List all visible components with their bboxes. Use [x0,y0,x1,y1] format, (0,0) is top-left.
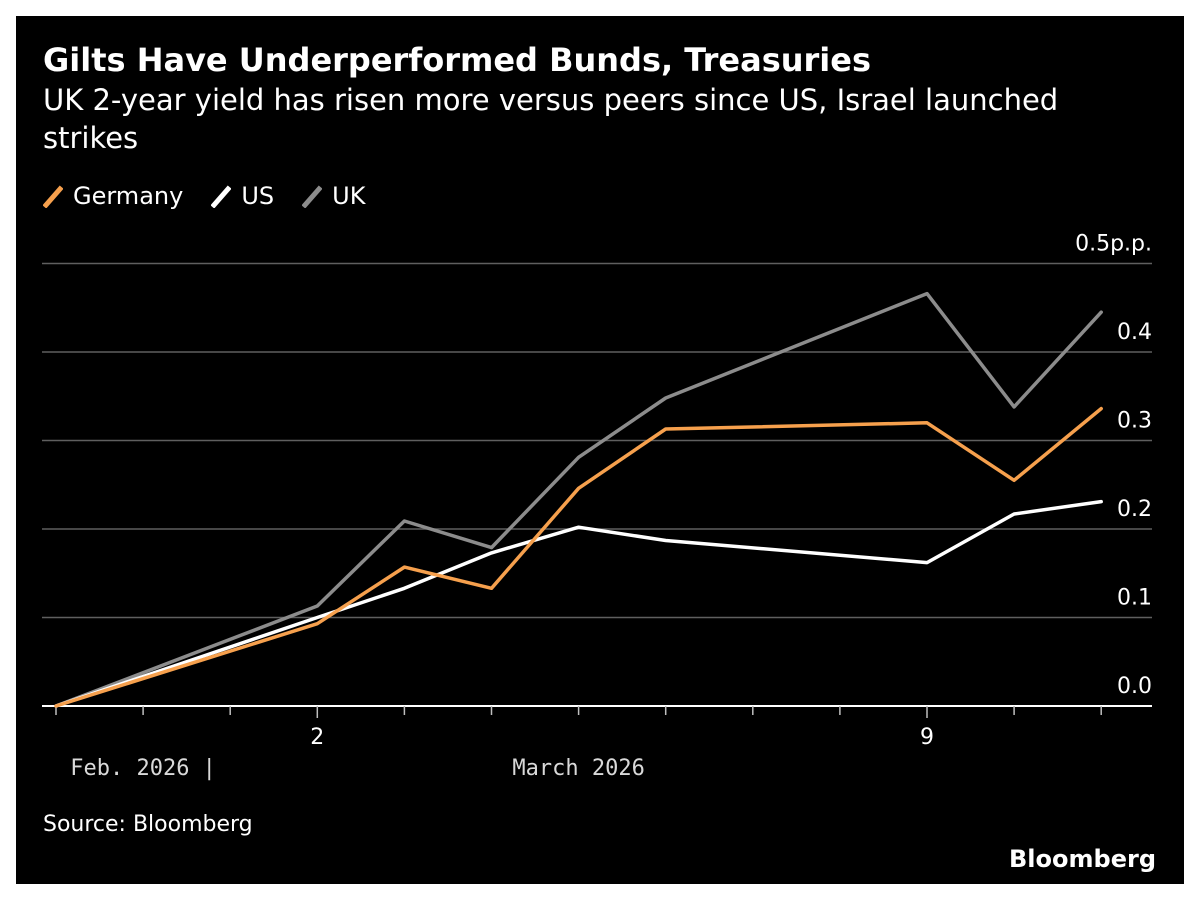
legend-label-uk: UK [332,182,366,210]
legend-swatch-us [211,185,232,208]
legend-item-us: US [211,182,274,210]
legend-label-us: US [241,182,275,210]
y-tick-label: 0.2 [1117,497,1152,522]
y-tick-label: 0.1 [1117,586,1152,611]
y-tick-label: 0.0 [1117,674,1152,699]
chart-title: Gilts Have Underperformed Bunds, Treasur… [43,41,872,79]
series-line-us [54,499,1103,708]
series-line-uk [54,291,1103,708]
x-tick-label: 2 [310,725,324,750]
series-line-germany [54,406,1103,708]
legend-item-uk: UK [302,182,365,210]
y-tick-label: 0.4 [1117,320,1152,345]
x-tick-label: 9 [920,725,934,750]
source-note: Source: Bloomberg [43,812,253,837]
y-tick-label: 0.3 [1117,409,1152,434]
y-tick-label: 0.5p.p. [1075,232,1152,257]
legend-label-germany: Germany [73,182,184,210]
chart-subtitle: UK 2-year yield has risen more versus pe… [43,83,1059,155]
bloomberg-logo: Bloomberg [1009,845,1156,873]
legend: Germany US UK [43,179,393,213]
legend-swatch-uk [302,185,323,208]
x-axis-month-label: March 2026 [512,756,644,781]
x-axis-month-label: Feb. 2026 | [70,756,216,781]
chart-frame: Gilts Have Underperformed Bunds, Treasur… [16,16,1184,884]
legend-item-germany: Germany [43,182,183,210]
line-chart: 0.0 0.1 0.2 0.3 0.4 0.5p.p. 2 9 Feb. 2026 | March… [42,232,1152,781]
legend-swatch-germany [43,185,63,208]
